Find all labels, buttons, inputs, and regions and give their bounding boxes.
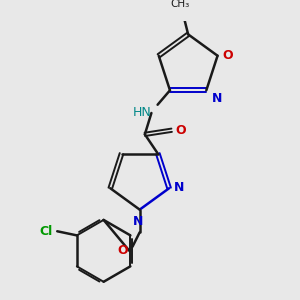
Text: O: O — [176, 124, 186, 137]
Text: O: O — [223, 49, 233, 62]
Text: O: O — [118, 244, 128, 257]
Text: CH₃: CH₃ — [170, 0, 190, 9]
Text: N: N — [174, 181, 184, 194]
Text: N: N — [132, 215, 143, 228]
Text: Cl: Cl — [40, 225, 53, 238]
Text: HN: HN — [133, 106, 152, 119]
Text: N: N — [212, 92, 222, 105]
